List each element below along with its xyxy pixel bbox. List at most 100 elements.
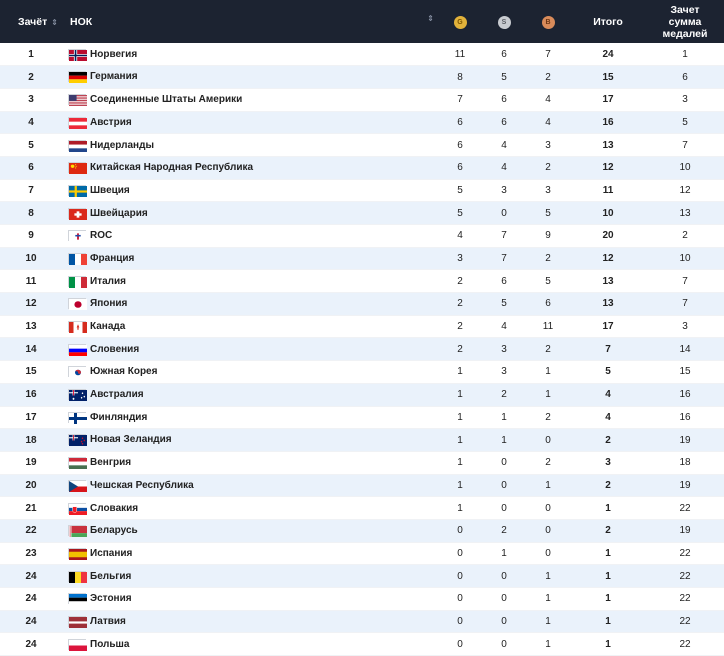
country-cell[interactable]: Австрия [66, 111, 438, 135]
silver-count: 5 [482, 65, 526, 89]
country-name[interactable]: Швейцария [90, 207, 148, 219]
table-row[interactable]: 10 Франция 3 7 2 12 10 [0, 247, 724, 271]
country-name[interactable]: Финляндия [90, 411, 148, 423]
country-name[interactable]: Польша [90, 638, 130, 650]
silver-count: 7 [482, 224, 526, 248]
rank-cell: 2 [0, 65, 66, 89]
table-row[interactable]: 11 Италия 2 6 5 13 7 [0, 269, 724, 294]
country-name[interactable]: Чешская Республика [90, 479, 194, 491]
country-name[interactable]: Южная Корея [90, 366, 158, 378]
table-row[interactable]: 1 Норвегия 11 6 7 24 1 [0, 43, 724, 67]
country-name[interactable]: Канада [90, 321, 126, 333]
table-row[interactable]: 21 Словакия 1 0 0 1 22 [0, 496, 724, 520]
country-name[interactable]: Эстония [90, 593, 132, 605]
table-row[interactable]: 24 Бельгия 0 0 1 1 22 [0, 564, 724, 588]
country-name[interactable]: Швеция [90, 185, 130, 197]
table-row[interactable]: 3 Соединенные Штаты Америки 7 6 4 17 3 [0, 88, 724, 112]
table-row[interactable]: 24 Латвия 0 0 1 1 22 [0, 610, 724, 634]
table-row[interactable]: 8 Швейцария 5 0 5 10 13 [0, 201, 724, 225]
country-cell[interactable]: Япония [66, 292, 438, 316]
country-name[interactable]: Венгрия [90, 457, 132, 469]
total-count: 1 [570, 632, 646, 656]
country-name[interactable]: Беларусь [90, 525, 138, 537]
country-cell[interactable]: Норвегия [66, 43, 438, 67]
table-row[interactable]: 5 Нидерланды 6 4 3 13 7 [0, 133, 724, 157]
country-cell[interactable]: Венгрия [66, 451, 438, 475]
table-row[interactable]: 6 Китайская Народная Республика 6 4 2 12 10 [0, 156, 724, 180]
country-cell[interactable]: Германия [66, 65, 438, 89]
gold-count: 0 [438, 632, 482, 656]
sort-icon[interactable]: ⇕ [427, 14, 434, 23]
sort-icon[interactable]: ⇕ [51, 17, 58, 27]
silver-column-header[interactable]: S [482, 0, 526, 43]
country-cell[interactable]: Соединенные Штаты Америки [66, 88, 438, 112]
country-name[interactable]: Нидерланды [90, 139, 154, 151]
table-row[interactable]: 7 Швеция 5 3 3 11 12 [0, 179, 724, 203]
country-cell[interactable]: Швейцария [66, 201, 438, 225]
rank-column-header[interactable]: Зачёт ⇕ [0, 0, 66, 43]
table-row[interactable]: 24 Эстония 0 0 1 1 22 [0, 587, 724, 611]
table-row[interactable]: 16 Австралия 1 2 1 4 16 [0, 383, 724, 407]
country-cell[interactable]: Италия [66, 269, 438, 294]
country-cell[interactable]: Латвия [66, 610, 438, 634]
country-cell[interactable]: Австралия [66, 383, 438, 407]
table-row[interactable]: 20 Чешская Республика 1 0 1 2 19 [0, 474, 724, 498]
country-name[interactable]: Франция [90, 253, 135, 265]
country-name[interactable]: Австралия [90, 389, 144, 401]
table-row[interactable]: 24 Польша 0 0 1 1 22 [0, 632, 724, 656]
country-name[interactable]: Норвегия [90, 48, 138, 60]
table-row[interactable]: 13 Канада 2 4 11 17 3 [0, 315, 724, 339]
country-name[interactable]: Бельгия [90, 570, 132, 582]
country-cell[interactable]: Южная Корея [66, 360, 438, 384]
country-cell[interactable]: Беларусь [66, 519, 438, 543]
table-row[interactable]: 19 Венгрия 1 0 2 3 18 [0, 451, 724, 475]
table-row[interactable]: 23 Испания 0 1 0 1 22 [0, 542, 724, 566]
table-row[interactable]: 15 Южная Корея 1 3 1 5 15 [0, 360, 724, 384]
table-row[interactable]: 12 Япония 2 5 6 13 7 [0, 292, 724, 316]
country-cell[interactable]: Китайская Народная Республика [66, 156, 438, 180]
table-row[interactable]: 4 Австрия 6 6 4 16 5 [0, 111, 724, 135]
total-column-header[interactable]: Итого [570, 0, 646, 43]
score-rank: 16 [646, 383, 724, 407]
country-cell[interactable]: ROC [66, 224, 438, 248]
country-name[interactable]: Латвия [90, 616, 126, 628]
country-name[interactable]: Австрия [90, 116, 132, 128]
country-name[interactable]: Япония [90, 298, 128, 310]
country-cell[interactable]: Бельгия [66, 564, 438, 588]
bronze-medal-icon: B [541, 15, 555, 29]
country-cell[interactable]: Испания [66, 542, 438, 566]
country-name[interactable]: Словения [90, 343, 140, 355]
country-name[interactable]: Италия [90, 275, 126, 287]
country-name[interactable]: Новая Зеландия [90, 434, 172, 446]
country-cell[interactable]: Швеция [66, 179, 438, 203]
country-cell[interactable]: Нидерланды [66, 133, 438, 157]
gold-column-header[interactable]: G [438, 0, 482, 43]
country-name[interactable]: Испания [90, 548, 133, 560]
table-row[interactable]: 14 Словения 2 3 2 7 14 [0, 337, 724, 362]
country-cell[interactable]: Польша [66, 632, 438, 656]
country-name[interactable]: Германия [90, 71, 138, 83]
noc-column-header[interactable]: НОК ⇕ [66, 0, 438, 43]
country-name[interactable]: Соединенные Штаты Америки [90, 94, 243, 106]
table-row[interactable]: 9 ROC 4 7 9 20 2 [0, 224, 724, 248]
silver-count: 4 [482, 133, 526, 157]
bronze-count: 2 [526, 65, 570, 89]
country-cell[interactable]: Новая Зеландия [66, 428, 438, 452]
bronze-column-header[interactable]: B [526, 0, 570, 43]
table-row[interactable]: 22 Беларусь 0 2 0 2 19 [0, 519, 724, 543]
score-rank: 22 [646, 564, 724, 588]
table-row[interactable]: 2 Германия 8 5 2 15 6 [0, 65, 724, 89]
country-name[interactable]: Словакия [90, 502, 139, 514]
table-row[interactable]: 17 Финляндия 1 1 2 4 16 [0, 406, 724, 430]
country-cell[interactable]: Эстония [66, 587, 438, 611]
country-cell[interactable]: Словакия [66, 496, 438, 520]
country-cell[interactable]: Канада [66, 315, 438, 339]
country-cell[interactable]: Франция [66, 247, 438, 271]
country-cell[interactable]: Финляндия [66, 406, 438, 430]
table-row[interactable]: 18 Новая Зеландия 1 1 0 2 19 [0, 428, 724, 452]
country-name[interactable]: Китайская Народная Республика [90, 162, 254, 174]
country-cell[interactable]: Словения [66, 337, 438, 362]
country-cell[interactable]: Чешская Республика [66, 474, 438, 498]
score-column-header[interactable]: Зачет сумма медалей [646, 0, 724, 43]
country-name[interactable]: ROC [90, 230, 113, 242]
